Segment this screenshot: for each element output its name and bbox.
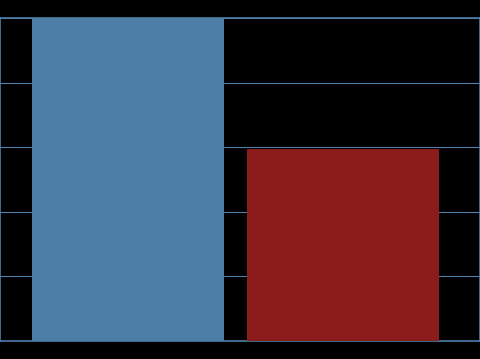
Bar (32, 18, 224, 341)
Bar (247, 149, 439, 341)
